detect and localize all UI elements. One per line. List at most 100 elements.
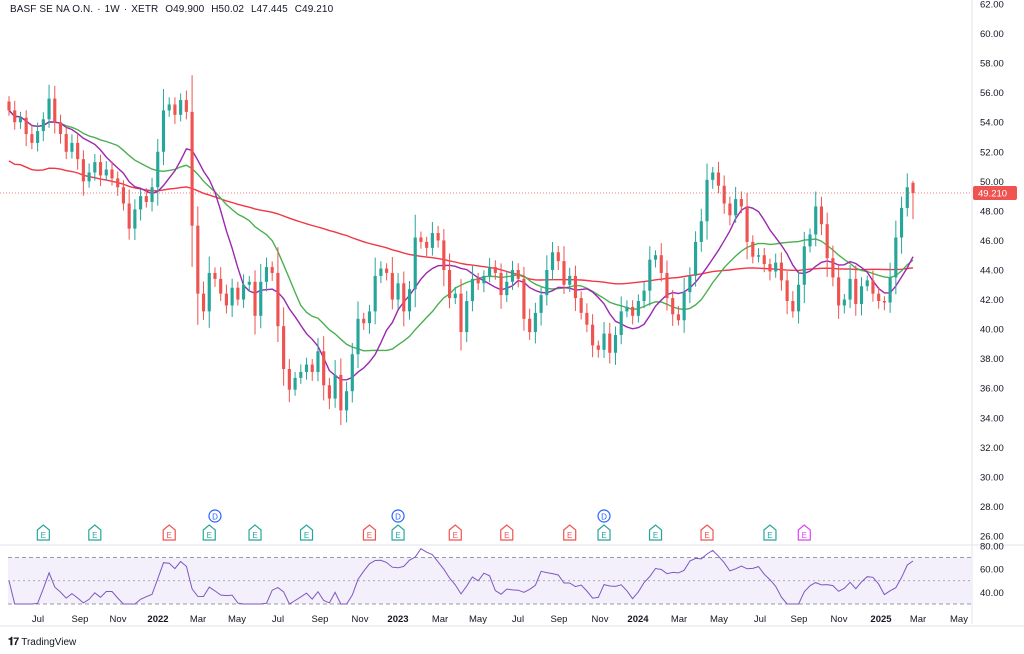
candle xyxy=(344,381,349,423)
candle-body xyxy=(739,199,743,207)
candle xyxy=(493,260,497,280)
price-axis[interactable]: 62.00 60.00 58.00 56.00 54.00 52.00 50.00 48.00… xyxy=(980,0,1004,543)
candle-body xyxy=(533,312,537,333)
candle xyxy=(173,97,177,124)
time-tick-label: Nov xyxy=(352,614,369,625)
candle xyxy=(882,296,886,311)
price-tick-label: 60.00 xyxy=(980,29,1004,40)
candle-body xyxy=(785,280,789,302)
candle-body xyxy=(751,241,755,257)
earnings-label: E xyxy=(167,531,172,540)
candle-body xyxy=(425,241,429,248)
candle xyxy=(682,278,686,333)
ohlc-open: O49.900 xyxy=(165,4,205,15)
candle xyxy=(18,111,23,129)
candle-body xyxy=(442,240,446,270)
time-tick-label: 2022 xyxy=(147,614,168,625)
candle-body xyxy=(350,354,354,392)
time-tick-label: May xyxy=(469,614,487,625)
candle xyxy=(184,90,188,120)
earnings-shape xyxy=(763,524,777,541)
candle xyxy=(413,214,417,308)
candle-body xyxy=(470,278,475,302)
candle xyxy=(528,308,532,340)
candle xyxy=(516,263,520,288)
candle xyxy=(751,235,755,264)
earnings-marker: E xyxy=(448,524,462,541)
candle-body xyxy=(58,122,63,135)
candle-body xyxy=(631,306,635,316)
earnings-label: E xyxy=(567,531,572,540)
candle xyxy=(579,291,583,320)
rsi-tick-label: 80.00 xyxy=(980,542,1004,553)
candle xyxy=(276,247,280,343)
price-tick-label: 26.00 xyxy=(980,532,1004,543)
candle-body xyxy=(596,345,600,350)
candle-body xyxy=(362,318,366,324)
tradingview-brand[interactable]: 𝟏7 TradingView xyxy=(8,636,76,649)
time-axis[interactable]: Jul Sep Nov 2022 Mar May Jul Sep Nov 2023 Mar May Ju… xyxy=(0,614,1024,627)
candle-body xyxy=(293,377,297,390)
event-markers[interactable]: E E E EDE E E EDE E E EDE E E E xyxy=(36,509,811,541)
candle xyxy=(676,305,680,326)
candle xyxy=(390,256,394,310)
candle-body xyxy=(768,264,772,272)
dividend-marker: D xyxy=(391,509,405,523)
candle-body xyxy=(877,293,881,302)
candle xyxy=(121,180,126,211)
time-tick-label: Jul xyxy=(754,614,766,625)
time-tick-label: 2024 xyxy=(627,614,649,625)
candle-body xyxy=(859,286,864,304)
candle-body xyxy=(556,252,560,262)
price-tick-label: 54.00 xyxy=(980,118,1004,129)
candle-body xyxy=(762,255,766,265)
candle xyxy=(488,258,492,283)
candle xyxy=(98,154,103,186)
candle xyxy=(837,264,841,319)
candle xyxy=(659,243,663,282)
last-price-label: 49.210 xyxy=(978,189,1007,200)
candle-body xyxy=(562,261,566,285)
candle xyxy=(819,196,824,236)
time-tick-label: Mar xyxy=(671,614,687,625)
time-tick-label: Jul xyxy=(272,614,284,625)
candle-body xyxy=(796,284,801,312)
candle xyxy=(316,338,320,382)
candle-body xyxy=(224,293,228,306)
candle-body xyxy=(190,111,194,226)
candle xyxy=(70,134,74,159)
candle xyxy=(293,371,297,396)
candle xyxy=(333,360,337,408)
price-tick-label: 46.00 xyxy=(980,236,1004,247)
candle-body xyxy=(127,203,131,229)
candle-body xyxy=(150,187,154,203)
candle xyxy=(568,267,572,292)
candle xyxy=(510,260,515,290)
candle xyxy=(653,250,658,268)
candle-body xyxy=(545,270,549,296)
candle-body xyxy=(894,237,898,278)
candle-body xyxy=(98,162,103,176)
rsi-tick-label: 60.00 xyxy=(980,565,1004,576)
candle xyxy=(190,75,194,267)
candle xyxy=(13,100,17,130)
candle-body xyxy=(184,100,188,112)
earnings-label: E xyxy=(367,531,372,540)
candle-body xyxy=(413,237,417,290)
time-tick-label: Jul xyxy=(32,614,44,625)
dividend-label: D xyxy=(395,513,401,522)
candle-body xyxy=(270,267,274,273)
candle xyxy=(739,191,743,214)
candle-body xyxy=(459,293,463,333)
candle-body xyxy=(493,267,497,273)
ohlc-close: C49.210 xyxy=(294,4,334,15)
candle-body xyxy=(156,151,160,188)
earnings-marker: E xyxy=(797,524,811,541)
candle-body xyxy=(734,199,738,216)
candle-body xyxy=(87,172,91,182)
candle-body xyxy=(602,333,606,350)
price-tick-label: 32.00 xyxy=(980,443,1004,454)
candle-body xyxy=(13,110,17,123)
candle xyxy=(127,189,131,240)
